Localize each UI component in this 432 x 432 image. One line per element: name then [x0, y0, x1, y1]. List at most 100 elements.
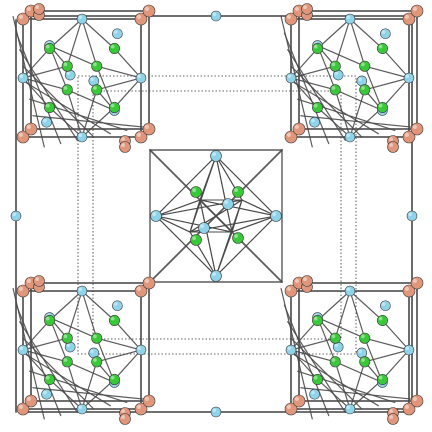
inner-atom [61, 356, 73, 368]
bond [334, 290, 351, 339]
edge-atom [10, 210, 22, 222]
face-atom [380, 300, 391, 312]
face-atom [198, 222, 210, 234]
inner-atom-highlight [313, 103, 318, 108]
inner-atom-highlight [63, 358, 68, 362]
inner-atom [312, 373, 324, 385]
bond [19, 321, 78, 413]
inner-atom [61, 332, 73, 344]
corner-atom-highlight [412, 278, 417, 283]
inner-atom [359, 356, 371, 368]
bond [113, 47, 142, 79]
face-atom [150, 210, 162, 222]
inner-atom-highlight [361, 358, 365, 362]
inner-atom-highlight [110, 375, 115, 380]
corner-atom-highlight [389, 143, 394, 147]
inner-atom-highlight [93, 62, 97, 67]
corner-atom-highlight [136, 132, 141, 137]
bond [215, 215, 277, 277]
face-atom [41, 116, 52, 128]
inner-atom [329, 356, 341, 368]
corner-atom-highlight [121, 143, 125, 147]
bond [155, 215, 217, 277]
corner-atom [410, 122, 424, 136]
corner-atom-highlight [121, 415, 125, 420]
inner-atom-highlight [313, 316, 318, 321]
corner-atom [16, 402, 30, 416]
bond [231, 215, 277, 233]
inner-atom-highlight [63, 86, 68, 90]
face-atom-highlight [346, 405, 350, 409]
inner-atom [108, 373, 120, 385]
inner-atom-highlight [45, 316, 50, 321]
face-atom-highlight [90, 349, 94, 353]
edge-atom [406, 210, 418, 222]
corner-atom-highlight [404, 132, 409, 137]
inner-atom-highlight [234, 234, 238, 238]
inner-atom [91, 332, 103, 344]
corner-atom [134, 402, 148, 416]
inner-atom [44, 42, 56, 54]
corner-atom-highlight [136, 404, 141, 409]
bond [381, 77, 410, 109]
inner-atom [359, 332, 371, 344]
corner-atom [410, 394, 424, 408]
corner-atom [142, 394, 156, 408]
bond [349, 18, 384, 50]
bond [364, 77, 410, 91]
inner-atom [312, 314, 324, 326]
corner-atom [402, 284, 416, 298]
inner-atom-highlight [63, 334, 68, 339]
face-atom-highlight [334, 71, 339, 76]
face-atom [210, 270, 222, 282]
bond [316, 290, 351, 322]
face-atom [344, 403, 356, 415]
inner-atom [44, 102, 56, 114]
inner-atom-highlight [313, 375, 318, 380]
bond [81, 290, 98, 339]
face-atom-highlight [287, 346, 291, 350]
bond [293, 354, 379, 407]
corner-atom [284, 402, 298, 416]
bond [293, 82, 379, 135]
inner-atom-highlight [110, 316, 115, 321]
bond [96, 337, 142, 351]
corner-atom [410, 4, 424, 18]
corner-atom-highlight [303, 5, 308, 9]
corner-atom-highlight [18, 286, 23, 291]
face-atom [285, 344, 297, 356]
edge-atom-highlight [12, 212, 16, 216]
corner-atom-highlight [121, 409, 125, 414]
bond [334, 89, 351, 138]
inner-atom [376, 373, 388, 385]
face-atom-highlight [212, 272, 216, 277]
corner-atom [402, 402, 416, 416]
face-atom [76, 131, 88, 143]
inner-atom [61, 84, 73, 96]
corner-atom [402, 130, 416, 144]
inner-atom [190, 186, 202, 198]
face-atom-highlight [346, 15, 350, 19]
bond [22, 77, 51, 109]
face-atom-highlight [311, 118, 315, 123]
inner-atom [91, 84, 103, 96]
corner-atom [16, 284, 30, 298]
face-atom-highlight [405, 346, 409, 350]
face-atom-highlight [334, 343, 339, 348]
face-atom [285, 72, 297, 84]
bond [189, 199, 201, 233]
corner-atom-highlight [26, 6, 31, 11]
bond [349, 89, 366, 138]
bond [22, 47, 51, 79]
bond [22, 349, 51, 381]
corner-atom [134, 284, 148, 298]
face-atom [76, 285, 88, 297]
face-atom-highlight [19, 346, 23, 350]
bond [66, 89, 116, 112]
bond [364, 349, 410, 363]
inner-atom-highlight [110, 103, 115, 108]
inner-atom [232, 186, 244, 198]
inner-atom [44, 314, 56, 326]
